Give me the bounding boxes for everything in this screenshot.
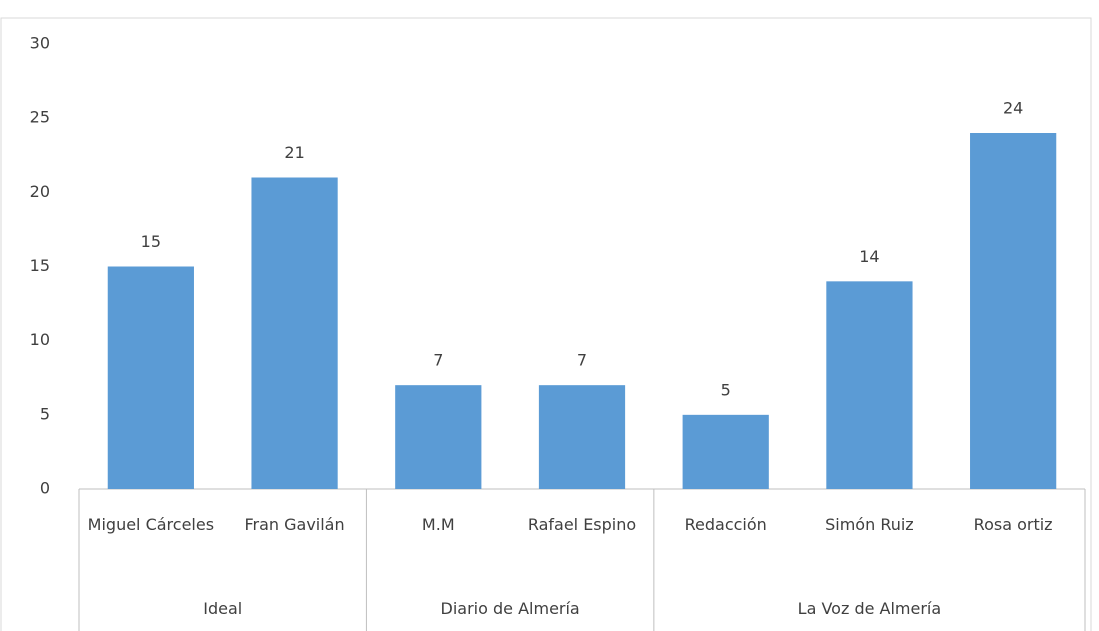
data-label: 14	[859, 247, 879, 266]
bar	[970, 133, 1057, 489]
data-label: 21	[284, 143, 304, 162]
y-tick-label: 30	[30, 34, 50, 53]
bar	[107, 266, 194, 489]
x-tick-label: Fran Gavilán	[244, 515, 345, 534]
x-tick-label: Simón Ruiz	[825, 515, 914, 534]
x-tick-label: Redacción	[684, 515, 767, 534]
bar	[538, 385, 626, 489]
y-tick-label: 25	[30, 108, 50, 127]
x-tick-label: M.M	[421, 515, 455, 534]
y-tick-label: 0	[40, 479, 50, 498]
data-label: 15	[141, 232, 161, 251]
bar	[251, 177, 338, 489]
data-label: 5	[721, 380, 731, 399]
y-tick-label: 10	[30, 330, 50, 349]
data-label: 24	[1003, 99, 1023, 118]
bar	[826, 281, 913, 489]
group-label: La Voz de Almería	[797, 599, 942, 618]
bar	[395, 385, 482, 489]
chart-border	[0, 17, 1092, 631]
data-label: 7	[433, 351, 443, 370]
data-label: 7	[577, 351, 587, 370]
x-tick-label: Rosa ortiz	[973, 515, 1053, 534]
x-tick-label: Rafael Espino	[527, 515, 637, 534]
group-label: Diario de Almería	[440, 599, 580, 618]
group-label: Ideal	[203, 599, 243, 618]
y-tick-label: 20	[30, 182, 50, 201]
bar	[682, 414, 769, 489]
y-tick-label: 5	[40, 404, 50, 423]
y-tick-label: 15	[30, 256, 50, 275]
x-tick-label: Miguel Cárceles	[87, 515, 215, 534]
